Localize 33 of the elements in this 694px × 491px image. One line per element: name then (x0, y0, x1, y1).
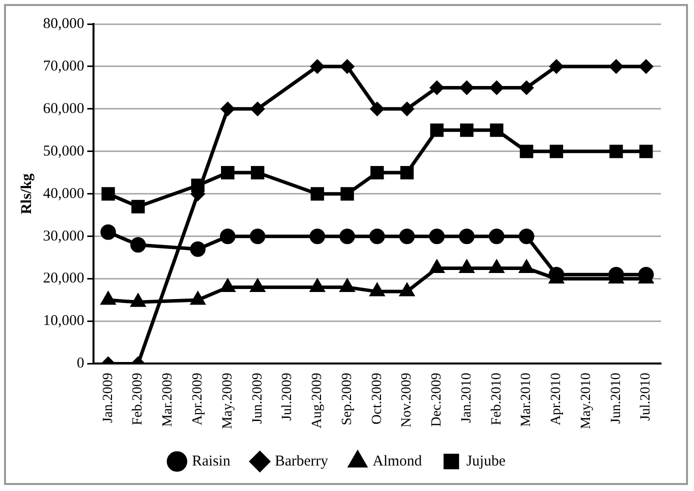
x-tick-label: Jun.2009 (250, 372, 266, 424)
x-tick-label: Jul.2010 (638, 372, 654, 421)
y-tick-label: 0 (76, 356, 84, 372)
y-tick-label: 50,000 (43, 143, 84, 160)
x-tick-label: Nov.2009 (400, 372, 415, 428)
x-tick-label: Mar.2009 (160, 372, 176, 427)
x-tick-label: Jan.2010 (459, 372, 474, 423)
legend-label: Barberry (274, 453, 329, 470)
x-tick-label: Mar.2010 (519, 372, 534, 427)
x-tick-label: Sep.2009 (340, 372, 355, 426)
x-tick-label: Oct.2009 (370, 372, 385, 424)
y-tick-label: 20,000 (43, 270, 84, 287)
x-tick-label: Jan.2009 (100, 372, 116, 423)
y-tick-label: 30,000 (43, 228, 84, 244)
y-tick-label: 80,000 (43, 16, 84, 32)
y-tick-label: 70,000 (43, 58, 84, 74)
x-tick-label: Feb.2009 (130, 372, 146, 426)
x-tick-label: Jun.2010 (608, 372, 624, 424)
x-tick-label: Apr.2009 (190, 372, 206, 426)
x-tick-label: Jul.2009 (280, 372, 296, 421)
y-tick-label: 60,000 (43, 100, 84, 117)
x-tick-label: Apr.2010 (549, 372, 564, 426)
x-tick-label: Aug.2009 (310, 372, 326, 428)
legend-label: Raisin (192, 453, 231, 470)
x-tick-label: May.2010 (578, 372, 594, 430)
x-tick-label: Dec.2009 (430, 372, 445, 427)
legend-label: Jujube (466, 453, 506, 470)
y-tick-label: 40,000 (43, 186, 84, 202)
legend-label: Almond (372, 453, 422, 470)
x-tick-label: May.2009 (220, 372, 236, 430)
y-axis-title: Rls/kg (18, 172, 35, 214)
x-tick-label: Feb.2010 (489, 372, 504, 426)
y-tick-label: 10,000 (43, 313, 84, 330)
